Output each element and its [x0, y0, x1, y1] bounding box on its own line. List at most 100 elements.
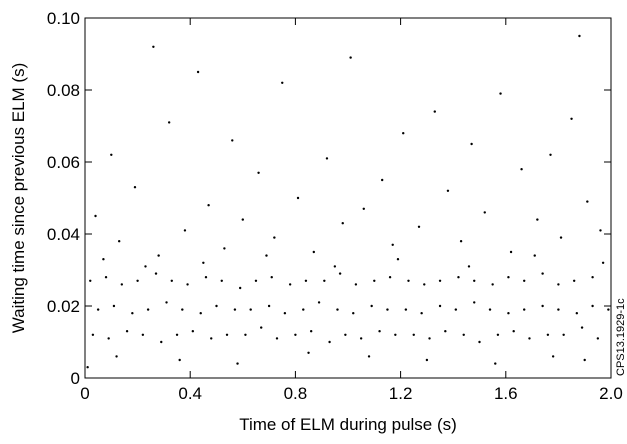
point [473, 279, 476, 282]
point [215, 304, 218, 308]
x-tick-label: 0.8 [284, 384, 308, 403]
y-tick-label: 0.04 [47, 225, 80, 244]
point [96, 308, 100, 311]
point [141, 333, 145, 336]
point [580, 326, 584, 329]
point [473, 301, 476, 304]
point [483, 211, 486, 214]
point [333, 265, 337, 268]
plot-frame [84, 17, 612, 379]
point [136, 279, 139, 282]
point [428, 337, 431, 340]
point [307, 351, 310, 354]
point [154, 272, 158, 275]
point [294, 333, 297, 336]
point [509, 250, 513, 254]
point [459, 240, 463, 243]
point [396, 258, 400, 261]
point [102, 258, 105, 261]
point [115, 355, 118, 358]
point [325, 157, 329, 160]
point [591, 304, 594, 308]
y-tick-label: 0.10 [47, 9, 80, 28]
point [599, 229, 602, 232]
point [557, 308, 560, 311]
point [146, 308, 150, 311]
point [125, 330, 129, 333]
point [549, 153, 552, 156]
point [578, 34, 581, 38]
point [117, 240, 121, 243]
point [523, 308, 526, 311]
point [344, 333, 347, 336]
point [317, 301, 321, 304]
point [575, 312, 579, 315]
point [438, 279, 442, 282]
point [133, 186, 137, 189]
point [131, 312, 134, 315]
point [107, 337, 110, 340]
point [94, 214, 97, 218]
point [462, 333, 465, 336]
point [378, 330, 381, 333]
point [444, 330, 447, 333]
point [425, 358, 429, 362]
point [241, 218, 244, 221]
point [596, 337, 600, 340]
point [586, 200, 589, 203]
point [304, 279, 308, 282]
point [231, 139, 234, 142]
point [551, 355, 555, 358]
point [196, 70, 200, 74]
point [528, 337, 531, 340]
point [512, 330, 515, 333]
x-tick-label: 2.0 [599, 384, 623, 403]
y-tick-label: 0.06 [47, 153, 80, 172]
point [533, 254, 536, 257]
point [607, 308, 610, 311]
point [152, 45, 155, 48]
point [420, 312, 423, 315]
point [507, 276, 510, 279]
point [112, 304, 116, 308]
point [367, 355, 371, 358]
point [349, 56, 352, 59]
point [402, 132, 405, 135]
point [417, 225, 421, 228]
point [178, 358, 181, 362]
point [559, 236, 563, 239]
x-tick-label: 0 [80, 384, 89, 403]
point [270, 276, 273, 279]
point [499, 92, 502, 95]
point [338, 272, 342, 275]
point [104, 276, 108, 279]
point [523, 279, 526, 282]
point [536, 218, 539, 221]
y-tick-label: 0.02 [47, 297, 80, 316]
point [341, 222, 344, 225]
point [591, 276, 594, 279]
point [359, 337, 363, 340]
point [433, 110, 436, 113]
point [507, 312, 510, 315]
point [210, 337, 213, 340]
point [160, 340, 163, 344]
point [199, 312, 202, 315]
point [302, 308, 305, 311]
point [181, 308, 184, 311]
point [144, 265, 147, 268]
point [236, 362, 239, 365]
point [570, 117, 573, 121]
point [470, 142, 473, 146]
point [207, 204, 210, 207]
point [412, 333, 415, 336]
point [244, 333, 247, 336]
point [257, 171, 260, 174]
point [267, 304, 271, 308]
point [323, 279, 326, 282]
point [281, 81, 284, 85]
point [238, 286, 242, 290]
point [583, 358, 586, 362]
point [572, 279, 576, 282]
